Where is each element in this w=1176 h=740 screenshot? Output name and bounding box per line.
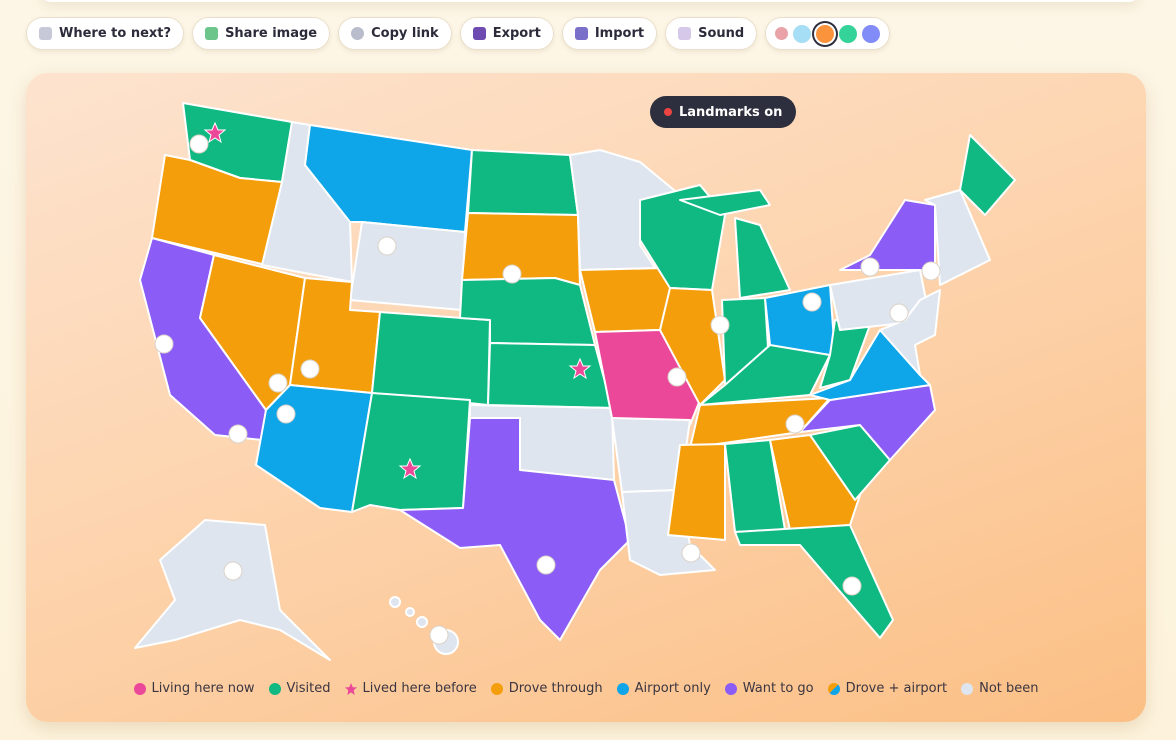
legend-item: Not been bbox=[961, 681, 1039, 696]
landmark[interactable] bbox=[785, 414, 805, 434]
landmarks bbox=[154, 134, 941, 645]
legend-item: Lived here before bbox=[344, 681, 477, 696]
markers bbox=[203, 121, 592, 480]
toolbar: Where to next? Share image Copy link Exp… bbox=[26, 17, 891, 50]
state[interactable] bbox=[134, 519, 331, 661]
state[interactable] bbox=[839, 199, 936, 276]
where-next-button[interactable]: Where to next? bbox=[26, 17, 185, 50]
us-map bbox=[134, 102, 1016, 661]
lived-star[interactable] bbox=[568, 357, 592, 380]
toggle-label: Landmarks on bbox=[679, 104, 783, 120]
state[interactable] bbox=[349, 221, 466, 311]
state[interactable] bbox=[351, 392, 471, 513]
landmark[interactable] bbox=[300, 359, 320, 379]
landmark[interactable] bbox=[889, 303, 909, 323]
map-card: Landmarks on Living here now Visited Liv… bbox=[26, 73, 1146, 722]
landmark[interactable] bbox=[377, 236, 397, 256]
theme-swatch-selected[interactable] bbox=[816, 24, 835, 43]
legend-label: Drove through bbox=[508, 681, 603, 696]
legend-label: Airport only bbox=[634, 681, 711, 696]
top-panel bbox=[40, 0, 1140, 2]
button-label: Copy link bbox=[371, 26, 439, 41]
state[interactable] bbox=[371, 311, 491, 406]
state[interactable] bbox=[734, 217, 791, 299]
state[interactable] bbox=[667, 443, 726, 541]
theme-swatch[interactable] bbox=[793, 24, 812, 43]
sound-button[interactable]: Sound bbox=[665, 17, 758, 50]
import-button[interactable]: Import bbox=[561, 17, 658, 50]
legend-label: Drove + airport bbox=[845, 681, 948, 696]
landmark[interactable] bbox=[189, 134, 209, 154]
state[interactable] bbox=[959, 134, 1016, 216]
state[interactable] bbox=[699, 344, 831, 406]
copy-link-button[interactable]: Copy link bbox=[338, 17, 452, 50]
button-label: Where to next? bbox=[59, 26, 172, 41]
landmark[interactable] bbox=[860, 257, 880, 277]
legend-label: Not been bbox=[979, 681, 1039, 696]
legend-item: Drove through bbox=[490, 681, 603, 696]
state[interactable] bbox=[659, 287, 726, 406]
landmark[interactable] bbox=[710, 315, 730, 335]
legend-item: Drove + airport bbox=[827, 681, 948, 696]
landmark[interactable] bbox=[842, 576, 862, 596]
landmark[interactable] bbox=[681, 543, 701, 563]
landmark[interactable] bbox=[921, 261, 941, 281]
landmark[interactable] bbox=[802, 292, 822, 312]
export-button[interactable]: Export bbox=[459, 17, 554, 50]
lived-star[interactable] bbox=[398, 457, 422, 480]
landmark[interactable] bbox=[268, 373, 288, 393]
legend: Living here now Visited Lived here befor… bbox=[26, 681, 1146, 696]
state[interactable] bbox=[819, 319, 871, 389]
legend-item: Visited bbox=[268, 681, 331, 696]
share-image-button[interactable]: Share image bbox=[192, 17, 331, 50]
state[interactable] bbox=[399, 417, 631, 641]
palette-icon bbox=[775, 27, 789, 40]
landmark[interactable] bbox=[228, 424, 248, 444]
lived-star[interactable] bbox=[203, 121, 227, 144]
landmark[interactable] bbox=[667, 367, 687, 387]
button-label: Sound bbox=[698, 26, 745, 41]
legend-label: Want to go bbox=[742, 681, 814, 696]
button-label: Import bbox=[594, 26, 645, 41]
state[interactable] bbox=[924, 189, 991, 286]
legend-item: Living here now bbox=[133, 681, 255, 696]
button-label: Export bbox=[492, 26, 541, 41]
theme-swatch[interactable] bbox=[862, 24, 881, 43]
legend-label: Living here now bbox=[151, 681, 255, 696]
legend-label: Visited bbox=[286, 681, 331, 696]
landmark[interactable] bbox=[536, 555, 556, 575]
state[interactable] bbox=[769, 434, 861, 531]
theme-picker bbox=[765, 17, 891, 50]
landmark[interactable] bbox=[223, 561, 243, 581]
state[interactable] bbox=[594, 329, 701, 426]
legend-item: Airport only bbox=[616, 681, 711, 696]
state[interactable] bbox=[467, 149, 579, 216]
legend-label: Lived here before bbox=[362, 681, 477, 696]
state[interactable] bbox=[389, 596, 459, 655]
state[interactable] bbox=[734, 524, 894, 639]
state[interactable] bbox=[679, 189, 771, 216]
button-label: Share image bbox=[225, 26, 318, 41]
landmark[interactable] bbox=[154, 334, 174, 354]
legend-item: Want to go bbox=[724, 681, 814, 696]
theme-swatch[interactable] bbox=[839, 24, 858, 43]
landmark[interactable] bbox=[429, 625, 449, 645]
pin-icon bbox=[664, 108, 672, 116]
landmark[interactable] bbox=[502, 264, 522, 284]
state[interactable] bbox=[487, 342, 613, 409]
states bbox=[134, 102, 1016, 661]
landmark[interactable] bbox=[276, 404, 296, 424]
landmarks-toggle[interactable]: Landmarks on bbox=[650, 96, 797, 128]
